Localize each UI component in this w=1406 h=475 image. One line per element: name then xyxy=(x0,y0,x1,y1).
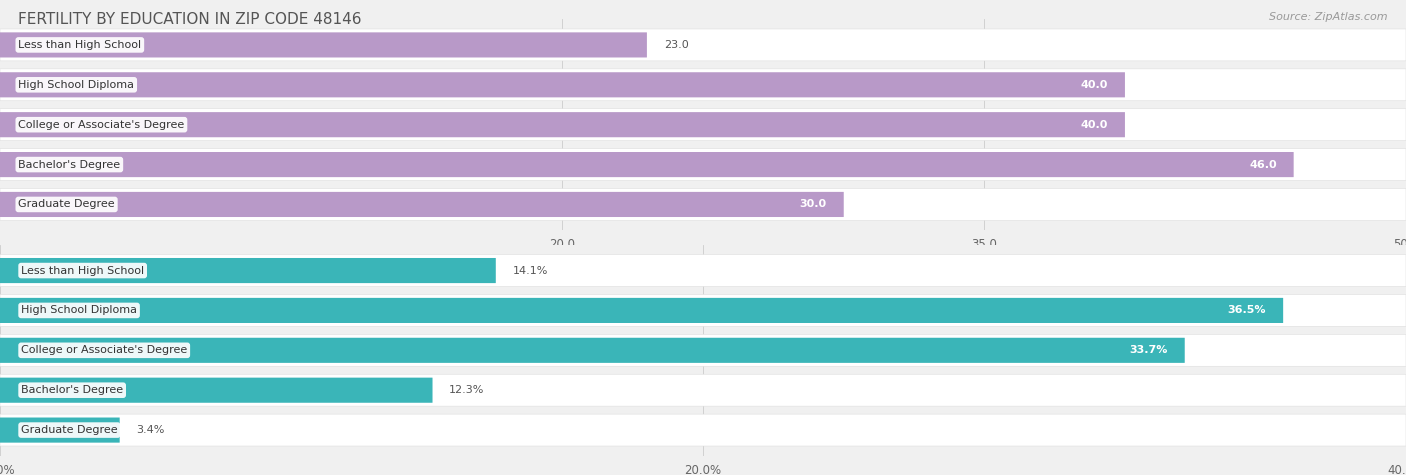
Text: High School Diploma: High School Diploma xyxy=(18,80,135,90)
Text: Source: ZipAtlas.com: Source: ZipAtlas.com xyxy=(1270,12,1388,22)
Text: 30.0: 30.0 xyxy=(800,200,827,209)
FancyBboxPatch shape xyxy=(0,294,1406,326)
Text: FERTILITY BY EDUCATION IN ZIP CODE 48146: FERTILITY BY EDUCATION IN ZIP CODE 48146 xyxy=(18,12,361,27)
FancyBboxPatch shape xyxy=(0,32,647,57)
Text: 40.0: 40.0 xyxy=(1081,120,1108,130)
Text: 14.1%: 14.1% xyxy=(512,266,548,276)
FancyBboxPatch shape xyxy=(0,338,1185,363)
FancyBboxPatch shape xyxy=(0,149,1406,180)
Text: College or Associate's Degree: College or Associate's Degree xyxy=(21,345,187,355)
Text: High School Diploma: High School Diploma xyxy=(21,305,138,315)
FancyBboxPatch shape xyxy=(0,152,1294,177)
FancyBboxPatch shape xyxy=(0,418,120,443)
FancyBboxPatch shape xyxy=(0,112,1125,137)
Text: 46.0: 46.0 xyxy=(1249,160,1277,170)
Text: 40.0: 40.0 xyxy=(1081,80,1108,90)
FancyBboxPatch shape xyxy=(0,258,496,283)
Text: Graduate Degree: Graduate Degree xyxy=(21,425,118,435)
Text: Less than High School: Less than High School xyxy=(18,40,142,50)
FancyBboxPatch shape xyxy=(0,69,1406,101)
Text: College or Associate's Degree: College or Associate's Degree xyxy=(18,120,184,130)
FancyBboxPatch shape xyxy=(0,189,1406,220)
FancyBboxPatch shape xyxy=(0,29,1406,61)
FancyBboxPatch shape xyxy=(0,334,1406,366)
FancyBboxPatch shape xyxy=(0,192,844,217)
Text: 23.0: 23.0 xyxy=(664,40,689,50)
FancyBboxPatch shape xyxy=(0,298,1284,323)
Text: Graduate Degree: Graduate Degree xyxy=(18,200,115,209)
Text: Bachelor's Degree: Bachelor's Degree xyxy=(21,385,124,395)
FancyBboxPatch shape xyxy=(0,374,1406,406)
Text: 3.4%: 3.4% xyxy=(136,425,165,435)
Text: 36.5%: 36.5% xyxy=(1227,305,1267,315)
FancyBboxPatch shape xyxy=(0,255,1406,286)
FancyBboxPatch shape xyxy=(0,378,433,403)
Text: 12.3%: 12.3% xyxy=(450,385,485,395)
Text: Bachelor's Degree: Bachelor's Degree xyxy=(18,160,121,170)
Text: Less than High School: Less than High School xyxy=(21,266,145,276)
FancyBboxPatch shape xyxy=(0,414,1406,446)
Text: 33.7%: 33.7% xyxy=(1129,345,1168,355)
FancyBboxPatch shape xyxy=(0,72,1125,97)
FancyBboxPatch shape xyxy=(0,109,1406,141)
